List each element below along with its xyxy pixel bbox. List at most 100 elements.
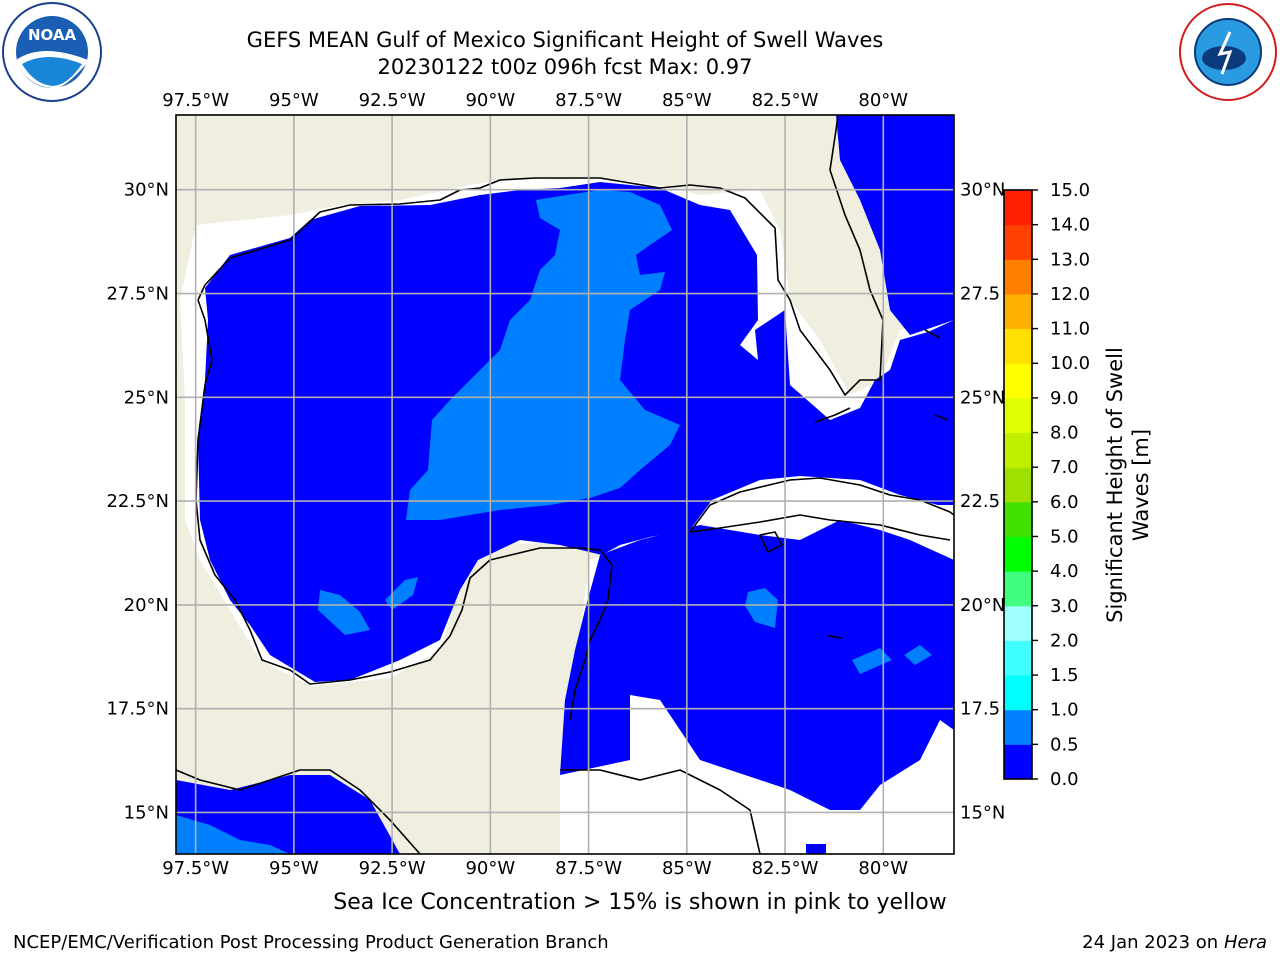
lat-label-left: 27.5°N (106, 284, 169, 305)
colorbar-frame (1003, 189, 1033, 780)
lat-label-left: 15°N (124, 802, 169, 823)
map-panel (176, 115, 954, 854)
swell-0.5-1m-patch-5 (904, 645, 932, 665)
colorbar-segment (1004, 224, 1032, 260)
footer-date: 24 Jan 2023 on Hera (1082, 932, 1267, 953)
footer-credit: NCEP/EMC/Verification Post Processing Pr… (13, 932, 609, 953)
swell-0.5-1m-patch-3 (745, 588, 778, 628)
colorbar-segment (1004, 675, 1032, 711)
coastline-bahamas (827, 329, 949, 639)
lat-label-left: 30°N (124, 180, 169, 201)
noaa-logo-text: NOAA (28, 26, 77, 44)
nws-logo-icon (1179, 3, 1277, 101)
footer-date-text: 24 Jan 2023 on (1082, 932, 1224, 953)
coastline-florida-keys (814, 407, 851, 423)
colorbar-tick-label: 0.0 (1050, 769, 1079, 790)
lat-label-right: 30°N (960, 180, 1005, 201)
swell-0.5-1m-pacific (176, 815, 290, 854)
colorbar-tick-label: 11.0 (1050, 319, 1090, 340)
colorbar-tick-label: 8.0 (1050, 423, 1079, 444)
colorbar-tick-label: 1.5 (1050, 665, 1079, 686)
colorbar-segment (1004, 571, 1032, 607)
colorbar-segment (1004, 536, 1032, 572)
lat-label-right: 25°N (960, 387, 1005, 408)
colorbar-tick-label: 13.0 (1050, 249, 1090, 270)
lon-label-bottom: 87.5°W (555, 858, 622, 879)
colorbar-segment (1004, 501, 1032, 537)
colorbar-segment (1004, 640, 1032, 676)
lat-label-left: 20°N (124, 595, 169, 616)
lon-label-bottom: 95°W (269, 858, 319, 879)
colorbar-tick-label: 9.0 (1050, 388, 1079, 409)
lon-label-top: 85°W (662, 90, 712, 111)
colorbar-tick-label: 5.0 (1050, 526, 1079, 547)
swell-0-0.5m-atlantic (836, 115, 954, 335)
colorbar-tick-label: 14.0 (1050, 215, 1090, 236)
swell-0.5-1m-patch-2 (385, 577, 418, 610)
swell-0.5-1m-central (406, 190, 680, 520)
colorbar-segment (1004, 190, 1032, 226)
colorbar-segment (1004, 293, 1032, 330)
coastline-cuba (689, 477, 954, 541)
lon-label-top: 80°W (858, 90, 908, 111)
coastline-isla-juventud (759, 531, 783, 553)
coastline-central-america (176, 769, 421, 854)
lon-label-bottom: 90°W (465, 858, 515, 879)
lat-label-right: 27.5 (960, 284, 1000, 305)
colorbar-tick-label: 2.0 (1050, 630, 1079, 651)
lon-label-top: 92.5°W (359, 90, 426, 111)
sea-ice-note: Sea Ice Concentration > 15% is shown in … (333, 890, 947, 915)
lon-label-bottom: 85°W (662, 858, 712, 879)
forecast-subtitle: 20230122 t00z 096h fcst Max: 0.97 (377, 55, 753, 79)
colorbar-tick-label: 1.0 (1050, 700, 1079, 721)
colorbar-tick-label: 10.0 (1050, 353, 1090, 374)
noaa-logo-icon: NOAA (2, 2, 102, 102)
swell-0-0.5m-pacific (176, 775, 400, 854)
lon-label-top: 82.5°W (752, 90, 819, 111)
lat-label-right: 22.5 (960, 491, 1000, 512)
colorbar-tick-label: 0.5 (1050, 734, 1079, 755)
lat-label-right: 15°N (960, 802, 1005, 823)
colorbar-segment (1004, 744, 1032, 780)
swell-0-0.5m-caribbean (560, 520, 954, 810)
colorbar-segment (1004, 709, 1032, 745)
lon-label-top: 97.5°W (162, 90, 229, 111)
colorbar-label-line1: Significant Height of Swell (1103, 347, 1127, 623)
swell-0.5-1m-bay (318, 590, 370, 635)
colorbar: 0.0 0.5 1.0 1.5 2.0 3.0 4.0 5.0 6.0 7.0 8.0 9.0 10.0… (1003, 180, 1090, 790)
colorbar-tick-label: 6.0 (1050, 492, 1079, 513)
colorbar-segment (1004, 605, 1032, 641)
lat-label-right: 20°N (960, 595, 1005, 616)
swell-0-0.5m-patch (806, 844, 826, 854)
colorbar-label-line2: Waves [m] (1129, 429, 1153, 541)
colorbar-segment (1004, 397, 1032, 434)
colorbar-segment (1004, 467, 1032, 503)
lon-label-top: 95°W (269, 90, 319, 111)
lon-label-bottom: 80°W (858, 858, 908, 879)
colorbar-tick-label: 15.0 (1050, 180, 1090, 201)
lon-label-top: 90°W (465, 90, 515, 111)
colorbar-tick-label: 7.0 (1050, 457, 1079, 478)
colorbar-segment (1004, 328, 1032, 364)
coastline-honduras (560, 769, 761, 854)
coastline-gulf (197, 115, 884, 396)
graticule (176, 115, 954, 854)
footer-machine: Hera (1223, 932, 1267, 953)
colorbar-tick-label: 3.0 (1050, 596, 1079, 617)
lat-label-right: 17.5 (960, 699, 1000, 720)
lat-label-left: 17.5°N (106, 699, 169, 720)
lon-label-bottom: 97.5°W (162, 858, 229, 879)
colorbar-tick-label: 12.0 (1050, 284, 1090, 305)
map-title: GEFS MEAN Gulf of Mexico Significant Hei… (246, 28, 884, 52)
map-frame (175, 114, 955, 855)
lon-label-bottom: 82.5°W (752, 858, 819, 879)
colorbar-segment (1004, 363, 1032, 399)
colorbar-tick-label: 4.0 (1050, 561, 1079, 582)
colorbar-segment (1004, 259, 1032, 295)
colorbar-segment (1004, 432, 1032, 468)
lon-label-bottom: 92.5°W (359, 858, 426, 879)
lat-label-left: 25°N (124, 387, 169, 408)
lon-label-top: 87.5°W (555, 90, 622, 111)
axis-labels: 97.5°W 97.5°W 95°W 95°W 92.5°W 92.5°W 90°W 90°W… (106, 90, 1005, 879)
